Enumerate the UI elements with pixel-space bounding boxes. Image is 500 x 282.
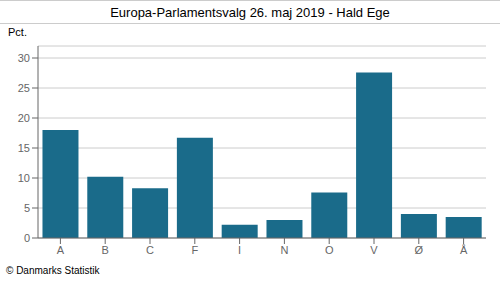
svg-text:C: C xyxy=(146,244,154,256)
svg-text:20: 20 xyxy=(18,112,30,124)
html-text:© Danmarks Statistik: © Danmarks Statistik xyxy=(6,265,100,276)
svg-text:A: A xyxy=(57,244,65,256)
svg-text:5: 5 xyxy=(24,202,30,214)
svg-text:0: 0 xyxy=(24,232,30,244)
svg-text:F: F xyxy=(191,244,198,256)
html-text:Europa-Parlamentsvalg 26. maj: Europa-Parlamentsvalg 26. maj 2019 - Hal… xyxy=(110,5,390,20)
svg-text:10: 10 xyxy=(18,172,30,184)
svg-text:O: O xyxy=(325,244,334,256)
svg-text:V: V xyxy=(370,244,378,256)
svg-text:I: I xyxy=(238,244,241,256)
svg-text:Ø: Ø xyxy=(415,244,424,256)
svg-text:N: N xyxy=(280,244,288,256)
svg-text:25: 25 xyxy=(18,82,30,94)
svg-text:30: 30 xyxy=(18,52,30,64)
html-text:Pct.: Pct. xyxy=(8,26,27,38)
svg-text:Å: Å xyxy=(460,244,468,256)
svg-text:15: 15 xyxy=(18,142,30,154)
svg-text:B: B xyxy=(102,244,109,256)
